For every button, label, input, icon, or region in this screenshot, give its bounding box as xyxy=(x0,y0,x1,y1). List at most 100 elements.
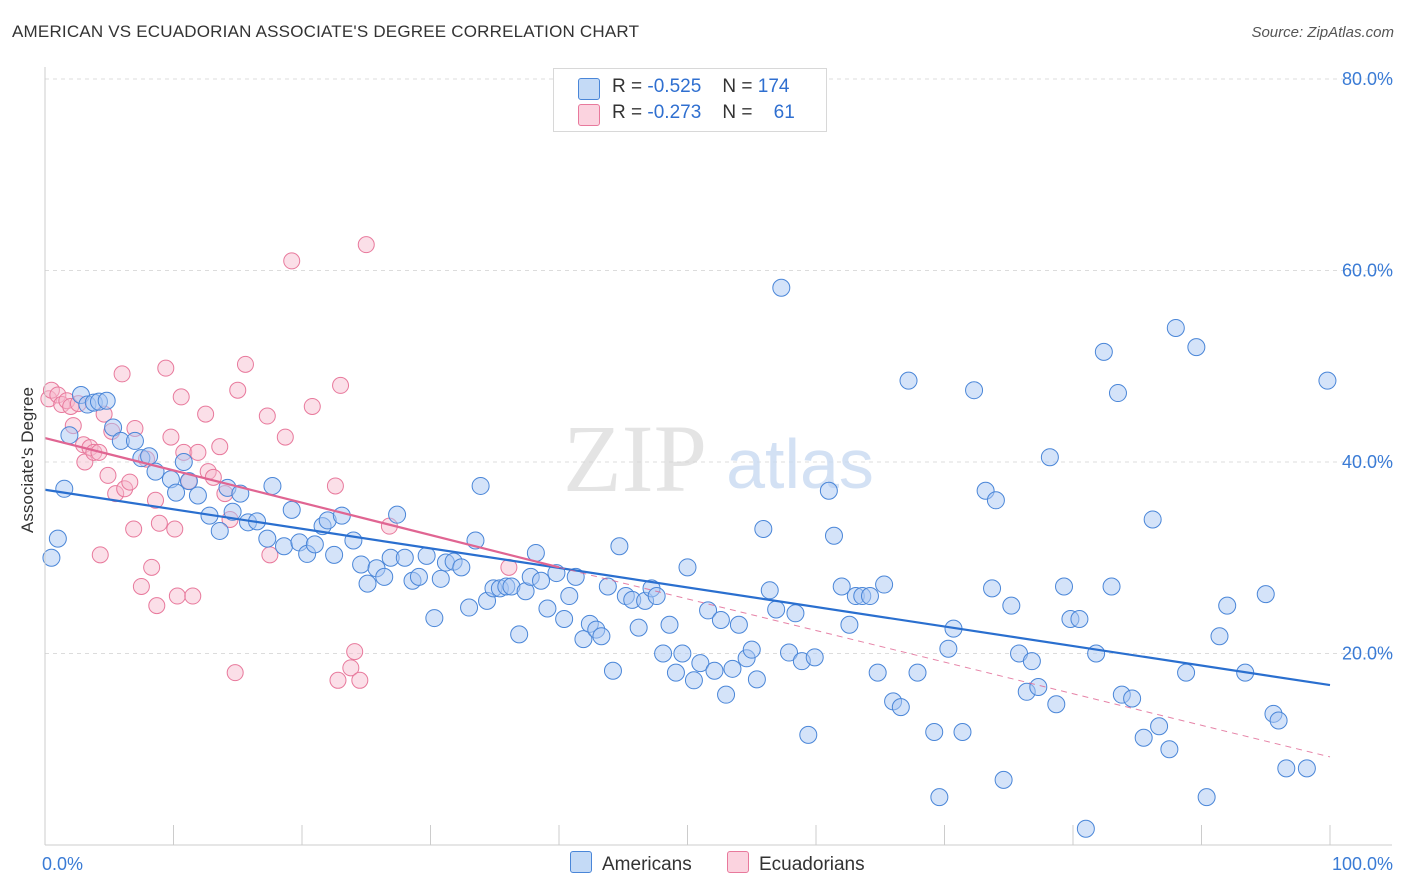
american-point xyxy=(1160,740,1179,759)
bottom-legend-label-ecuadorians: Ecuadorians xyxy=(759,854,865,875)
bottom-legend-americans: Americans xyxy=(570,851,692,876)
ecuadorian-point xyxy=(261,546,279,564)
ecuadorians-trend-extension xyxy=(558,566,1331,758)
legend-r-value-americans: -0.525 xyxy=(647,76,702,97)
american-point xyxy=(555,610,574,629)
american-point xyxy=(395,548,414,567)
american-point xyxy=(263,476,282,495)
ecuadorian-point xyxy=(157,359,175,377)
bottom-legend-ecuadorians: Ecuadorians xyxy=(727,851,865,876)
ecuadorian-point xyxy=(148,597,166,615)
american-point xyxy=(747,670,766,689)
american-point xyxy=(471,476,490,495)
american-point xyxy=(1210,627,1229,646)
ecuadorian-point xyxy=(143,558,161,576)
american-point xyxy=(691,654,710,673)
american-point xyxy=(875,575,894,594)
american-point xyxy=(60,426,79,445)
ecuadorian-point xyxy=(236,355,254,373)
american-point xyxy=(167,483,186,502)
american-point xyxy=(1218,596,1237,615)
american-point xyxy=(1150,717,1169,736)
ecuadorian-point xyxy=(211,438,229,456)
ecuadorian-point xyxy=(258,407,276,425)
correlation-legend: R = -0.525 N = 174 R = -0.273 N = 61 xyxy=(553,68,827,132)
american-point xyxy=(1002,596,1021,615)
ecuadorian-point xyxy=(357,236,375,254)
american-point xyxy=(1269,711,1288,730)
american-point xyxy=(1277,759,1296,778)
american-point xyxy=(48,529,67,548)
bottom-legend-swatch-ecuadorians xyxy=(727,851,749,873)
american-point xyxy=(179,472,198,491)
american-point xyxy=(729,615,748,634)
american-point xyxy=(560,587,579,606)
american-point xyxy=(925,723,944,742)
ecuadorian-point xyxy=(172,388,190,406)
y-tick-label: 60.0% xyxy=(1342,261,1393,281)
american-point xyxy=(939,639,958,658)
american-point xyxy=(188,486,207,505)
american-point xyxy=(1108,384,1127,403)
ecuadorian-point xyxy=(346,643,364,661)
american-point xyxy=(1070,610,1089,629)
american-point xyxy=(647,587,666,606)
chart-title: AMERICAN VS ECUADORIAN ASSOCIATE'S DEGRE… xyxy=(12,22,640,41)
american-point xyxy=(678,558,697,577)
american-point xyxy=(840,615,859,634)
american-point xyxy=(598,577,617,596)
ecuadorian-point xyxy=(184,587,202,605)
american-point xyxy=(305,535,324,554)
ecuadorian-point xyxy=(283,252,301,270)
american-point xyxy=(868,663,887,682)
watermark-zip: ZIP xyxy=(563,405,707,512)
american-point xyxy=(55,479,74,498)
ecuadorian-point xyxy=(197,405,215,423)
american-point xyxy=(824,526,843,545)
ecuadorian-point xyxy=(326,477,344,495)
ecuadorian-point xyxy=(276,428,294,446)
watermark-atlas: atlas xyxy=(726,425,874,503)
american-point xyxy=(786,604,805,623)
ecuadorian-point xyxy=(229,381,247,399)
legend-n-label: N = xyxy=(722,102,753,123)
ecuadorian-point xyxy=(132,577,150,595)
source-label: Source: ZipAtlas.com xyxy=(1251,24,1394,41)
american-point xyxy=(538,599,557,618)
ecuadorian-point xyxy=(189,443,207,461)
ecuadorian-point xyxy=(49,386,67,404)
ecuadorians-trend-line xyxy=(44,436,560,569)
american-point xyxy=(344,531,363,550)
american-point xyxy=(699,601,718,620)
american-point xyxy=(780,643,799,662)
trend-lines xyxy=(44,436,1331,758)
american-point xyxy=(210,521,229,540)
american-point xyxy=(832,577,851,596)
ecuadorian-point xyxy=(99,466,117,484)
american-point xyxy=(1177,663,1196,682)
american-point xyxy=(660,615,679,634)
american-point xyxy=(1187,338,1206,357)
american-point xyxy=(1102,577,1121,596)
american-point xyxy=(1022,652,1041,671)
american-point xyxy=(684,671,703,690)
american-point xyxy=(592,627,611,646)
american-point xyxy=(1134,728,1153,747)
american-point xyxy=(1040,448,1059,467)
legend-r-label: R = xyxy=(612,102,643,123)
american-point xyxy=(223,502,242,521)
y-tick-label: 20.0% xyxy=(1342,644,1393,664)
american-point xyxy=(174,453,193,471)
american-point xyxy=(1047,695,1066,714)
american-point xyxy=(799,725,818,744)
legend-n-value-americans: 174 xyxy=(757,76,790,97)
legend-swatch-ecuadorians xyxy=(578,104,600,126)
x-tick-label: 0.0% xyxy=(42,854,83,874)
american-point xyxy=(899,371,918,390)
american-point xyxy=(574,630,593,649)
ecuadorian-point xyxy=(166,520,184,538)
american-point xyxy=(717,685,736,704)
american-point xyxy=(860,587,879,606)
american-point xyxy=(654,644,673,663)
american-point xyxy=(1029,678,1048,697)
